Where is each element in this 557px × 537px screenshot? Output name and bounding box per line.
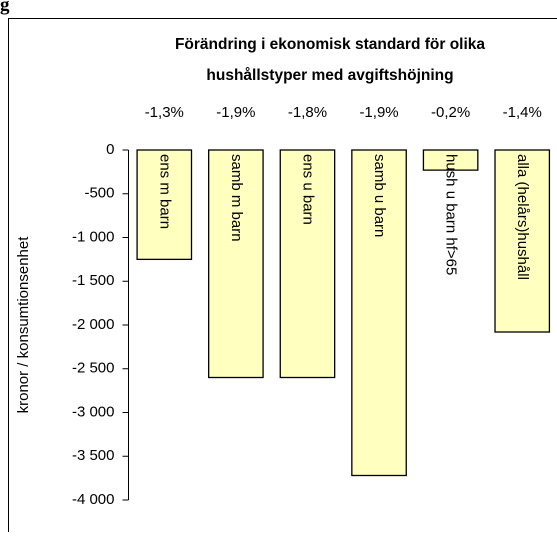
annotation: -1,8% bbox=[288, 104, 327, 121]
annotation: -1,9% bbox=[216, 104, 255, 121]
y-tick-label: -4 000 bbox=[72, 491, 115, 508]
y-tick-label: -2 000 bbox=[72, 316, 115, 333]
y-tick-label: -3 500 bbox=[72, 447, 115, 464]
category-label: ens u barn bbox=[299, 154, 316, 225]
y-tick-label: -3 000 bbox=[72, 403, 115, 420]
annotation: -1,4% bbox=[503, 104, 542, 121]
y-tick-label: -500 bbox=[84, 185, 114, 202]
y-tick-label: -2 500 bbox=[72, 360, 115, 377]
annotation: -0,2% bbox=[431, 104, 470, 121]
heading-fragment: g bbox=[0, 0, 10, 15]
category-label: ens m barn bbox=[156, 154, 173, 229]
category-label: samb m barn bbox=[228, 154, 245, 242]
category-label: alla (helårs)hushåll bbox=[514, 154, 531, 280]
y-axis-label: kronor / konsumtionsenhet bbox=[15, 236, 32, 414]
annotation: -1,3% bbox=[145, 104, 184, 121]
category-label: samb u barn bbox=[371, 154, 388, 237]
chart-title: Förändring i ekonomisk standard för olik… bbox=[175, 36, 485, 53]
y-tick-label: -1 000 bbox=[72, 228, 115, 245]
annotation: -1,9% bbox=[359, 104, 398, 121]
y-tick-label: 0 bbox=[106, 141, 114, 158]
y-tick-label: -1 500 bbox=[72, 272, 115, 289]
category-label: hush u barn hf>65 bbox=[443, 154, 460, 275]
chart-title: hushållstyper med avgiftshöjning bbox=[206, 67, 453, 84]
